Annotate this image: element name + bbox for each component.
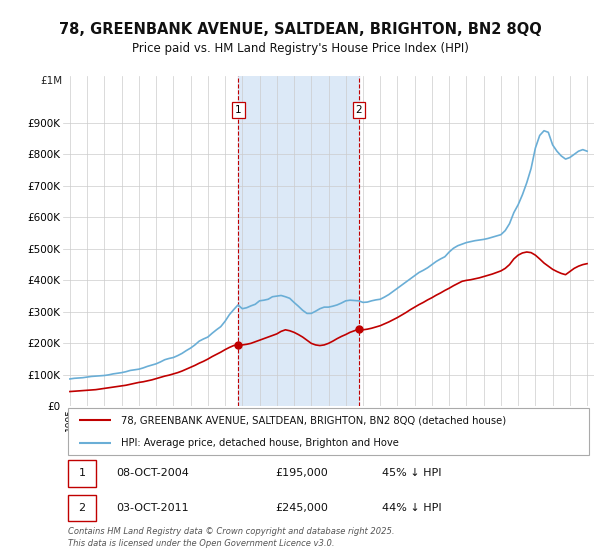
Text: 44% ↓ HPI: 44% ↓ HPI [382,503,441,513]
Text: £195,000: £195,000 [275,468,328,478]
Text: 1: 1 [79,468,86,478]
Text: 45% ↓ HPI: 45% ↓ HPI [382,468,441,478]
FancyBboxPatch shape [68,408,589,455]
Text: 2: 2 [79,503,86,513]
Text: 08-OCT-2004: 08-OCT-2004 [116,468,189,478]
Text: 03-OCT-2011: 03-OCT-2011 [116,503,189,513]
FancyBboxPatch shape [68,460,96,487]
Text: 1: 1 [235,105,242,115]
Text: Contains HM Land Registry data © Crown copyright and database right 2025.
This d: Contains HM Land Registry data © Crown c… [68,528,395,548]
Bar [238,76,359,407]
Text: HPI: Average price, detached house, Brighton and Hove: HPI: Average price, detached house, Brig… [121,437,399,447]
Point [233,340,243,349]
Point [354,325,364,334]
Text: £245,000: £245,000 [275,503,328,513]
Text: £1M: £1M [40,76,62,86]
FancyBboxPatch shape [68,495,96,521]
Text: 2: 2 [356,105,362,115]
Text: Price paid vs. HM Land Registry's House Price Index (HPI): Price paid vs. HM Land Registry's House … [131,42,469,55]
Text: 78, GREENBANK AVENUE, SALTDEAN, BRIGHTON, BN2 8QQ (detached house): 78, GREENBANK AVENUE, SALTDEAN, BRIGHTON… [121,416,506,426]
Text: 78, GREENBANK AVENUE, SALTDEAN, BRIGHTON, BN2 8QQ: 78, GREENBANK AVENUE, SALTDEAN, BRIGHTON… [59,22,541,38]
